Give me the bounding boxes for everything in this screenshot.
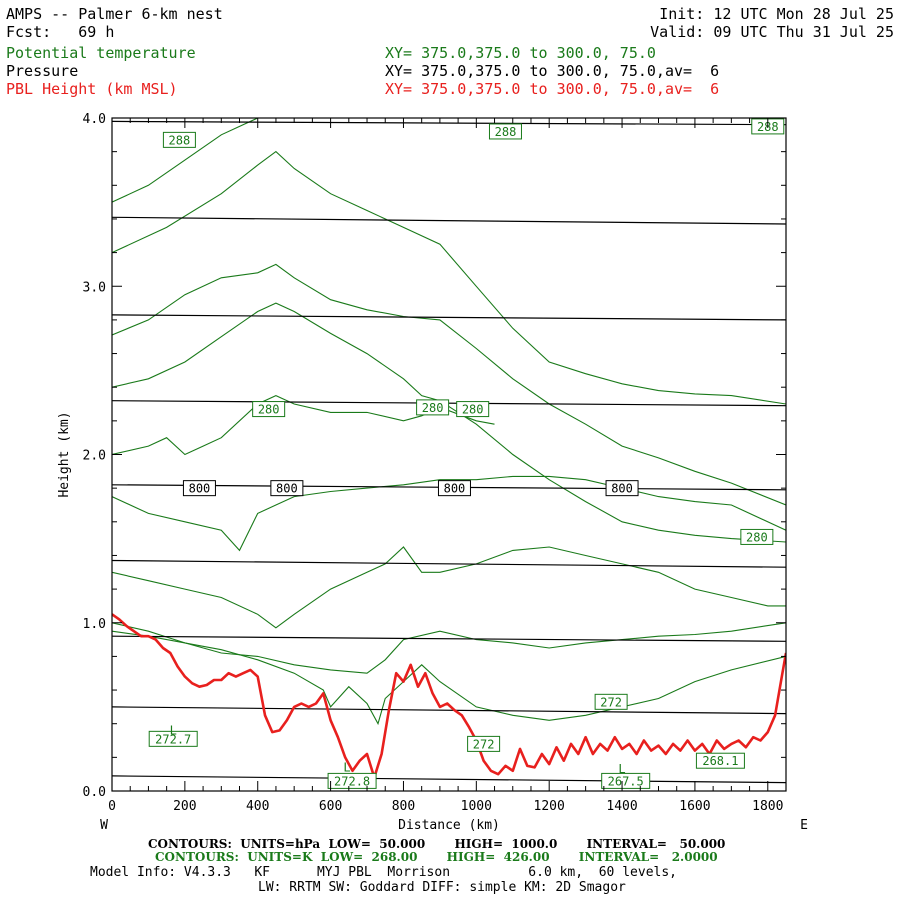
theta-contour-label-box <box>467 735 501 752</box>
plot-frame <box>111 117 787 792</box>
x-tick-label: 200 <box>173 799 196 814</box>
theta-contour-label: 272.7 <box>155 732 191 746</box>
theta-contour-line <box>112 302 786 543</box>
pressure-contour-label: 800 <box>611 482 633 496</box>
theta-contour-line <box>112 263 786 506</box>
x-tick-label: 0 <box>108 799 116 814</box>
x-axis-right-end: E <box>800 818 808 833</box>
x-tick-label: 1200 <box>534 799 565 814</box>
footer-theta-contours: CONTOURS: UNITS=K LOW= 268.00 HIGH= 426.… <box>155 850 718 864</box>
field-name-theta: Potential temperature <box>6 44 196 62</box>
theta-contour-label-box <box>162 131 196 148</box>
theta-contour-label-box <box>327 772 377 789</box>
pressure-contour-label-box <box>605 480 639 497</box>
pressure-contour-label-box <box>182 480 216 497</box>
theta-contour-label: 280 <box>422 401 444 415</box>
theta-contour-label: 267.5 <box>608 774 644 788</box>
theta-contour-label: 288 <box>169 133 191 147</box>
theta-contour-line <box>112 475 786 552</box>
x-tick-label: 1600 <box>679 799 710 814</box>
pressure-contour-label-box <box>270 480 304 497</box>
footer-model-info: Model Info: V4.3.3 KF MYJ PBL Morrison 6… <box>90 865 677 880</box>
pressure-contour-line <box>112 314 786 321</box>
x-tick-label: 1800 <box>752 799 783 814</box>
pressure-contour-label-box <box>437 480 471 497</box>
x-tick-label: 600 <box>319 799 342 814</box>
theta-contour-label: 268.1 <box>702 754 738 768</box>
theta-contour-label: 280 <box>258 403 280 417</box>
field-xy-pressure: XY= 375.0,375.0 to 300.0, 75.0,av= 6 <box>385 62 720 80</box>
footer-pressure-contours: CONTOURS: UNITS=hPa LOW= 50.000 HIGH= 10… <box>148 837 726 851</box>
y-tick-label: 4.0 <box>83 112 106 127</box>
theta-extremum-label: L <box>343 760 350 774</box>
pressure-contour-line <box>112 706 786 715</box>
theta-contour-label-box <box>601 772 651 789</box>
y-tick-label: 1.0 <box>83 617 106 632</box>
field-name-pressure: Pressure <box>6 62 79 80</box>
forecast-hour: Fcst: 69 h <box>6 23 115 41</box>
field-xy-pbl: XY= 375.0,375.0 to 300.0, 75.0,av= 6 <box>385 80 720 98</box>
init-time: Init: 12 UTC Mon 28 Jul 25 <box>659 5 894 23</box>
x-tick-label: 800 <box>392 799 415 814</box>
field-xy-theta: XY= 375.0,375.0 to 300.0, 75.0 <box>385 44 656 62</box>
y-axis-label: Height (km) <box>57 411 72 497</box>
y-tick-label: 3.0 <box>83 280 106 295</box>
theta-contour-label-box <box>456 401 490 418</box>
theta-contour-line <box>112 622 786 674</box>
pressure-contour-label: 800 <box>276 482 298 496</box>
theta-contour-label: 280 <box>462 403 484 417</box>
y-tick-label: 2.0 <box>83 449 106 464</box>
theta-contour-label-box <box>416 399 450 416</box>
y-tick-label: 0.0 <box>83 785 106 800</box>
pressure-contour-label: 800 <box>444 482 466 496</box>
theta-contour-label: 272.8 <box>334 774 370 788</box>
footer-physics-info: LW: RRTM SW: Goddard DIFF: simple KM: 2D… <box>258 880 626 895</box>
theta-contour-label-box <box>148 730 198 747</box>
plot-area <box>112 118 786 784</box>
pressure-contour-line <box>112 635 786 642</box>
theta-contour-label: 272 <box>473 737 495 751</box>
pressure-contour-label: 800 <box>189 482 211 496</box>
theta-contour-label: 280 <box>746 530 768 544</box>
chart-title: AMPS -- Palmer 6-km nest <box>6 5 223 23</box>
theta-contour-line <box>112 546 786 629</box>
theta-contour-label-box <box>488 123 522 140</box>
theta-extremum-label: L <box>618 762 625 776</box>
theta-contour-label-box <box>252 401 286 418</box>
pressure-contour-line <box>112 775 786 784</box>
theta-contour-label-box <box>695 752 745 769</box>
pbl-height-line <box>112 613 786 779</box>
field-name-pbl: PBL Height (km MSL) <box>6 80 178 98</box>
valid-time: Valid: 09 UTC Thu 31 Jul 25 <box>650 23 894 41</box>
theta-contour-label: 288 <box>495 125 517 139</box>
x-tick-label: 1400 <box>606 799 637 814</box>
x-axis-label: Distance (km) <box>398 818 500 833</box>
theta-contour-label-box <box>740 528 774 545</box>
theta-contour-label: 272 <box>600 695 622 709</box>
theta-contour-line <box>112 630 786 726</box>
pressure-contour-line <box>112 559 786 568</box>
x-axis-left-end: W <box>100 818 108 833</box>
pressure-contour-line <box>112 216 786 225</box>
theta-extremum-label: L <box>170 723 177 737</box>
pressure-contour-line <box>112 120 786 126</box>
theta-contour-line <box>112 150 786 405</box>
theta-contour-label-box <box>594 693 628 710</box>
theta-contour-line <box>112 118 258 203</box>
x-tick-label: 1000 <box>461 799 492 814</box>
x-tick-label: 400 <box>246 799 269 814</box>
